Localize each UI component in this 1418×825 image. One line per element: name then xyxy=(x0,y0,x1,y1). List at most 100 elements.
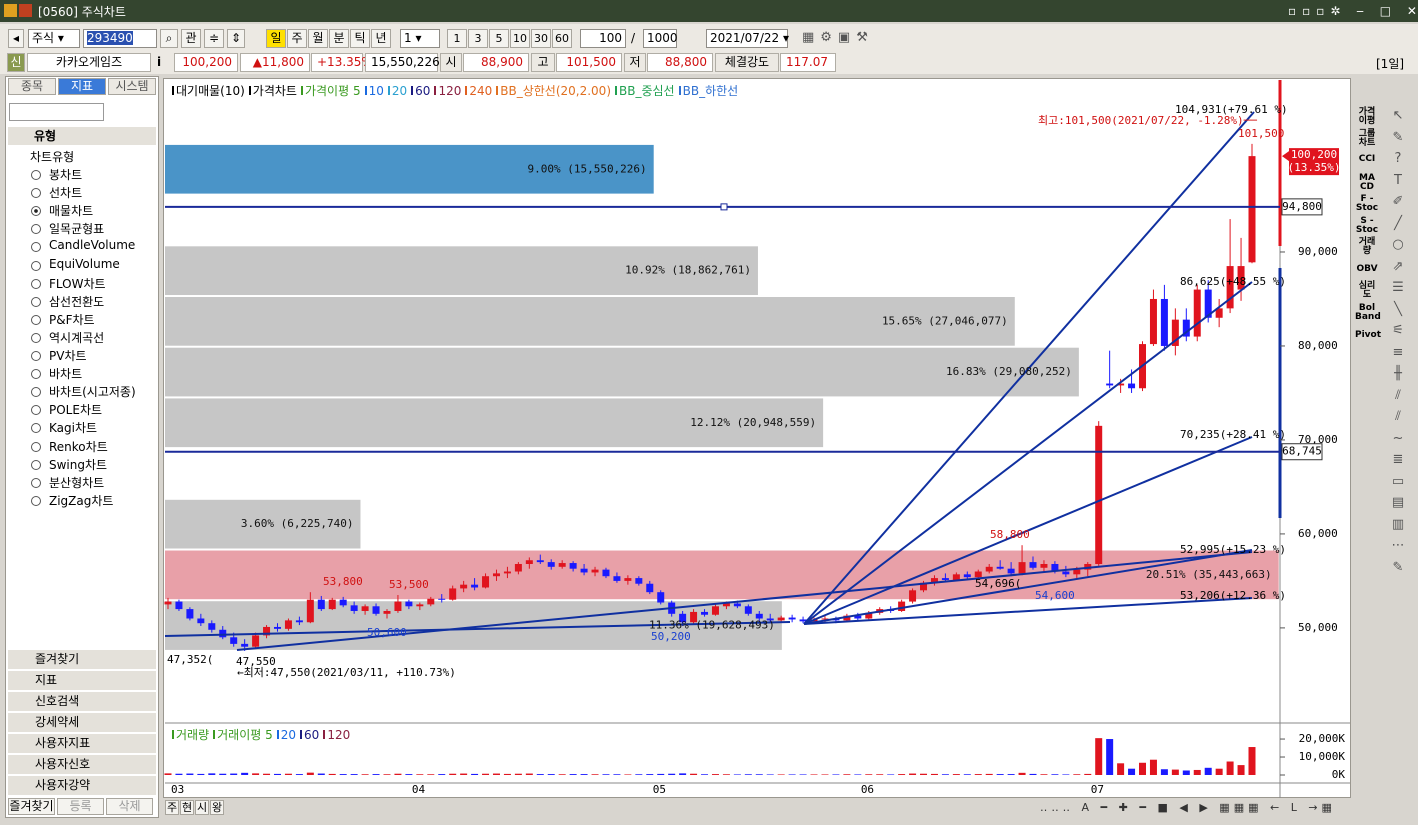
legend-item[interactable]: 10 xyxy=(364,84,384,98)
quick-unit-button[interactable]: 10 xyxy=(510,29,530,48)
period-button[interactable]: 분 xyxy=(329,29,349,48)
bottom-tab[interactable]: 삭제 xyxy=(106,798,153,815)
search-button[interactable]: ⌕ xyxy=(160,29,178,48)
section-header[interactable]: 유형 xyxy=(8,127,156,145)
indicator-button[interactable]: 그룹 차트 xyxy=(1358,129,1376,148)
radio[interactable] xyxy=(31,188,41,199)
radio[interactable] xyxy=(31,278,41,289)
indicator-button[interactable]: 심리 도 xyxy=(1358,281,1376,300)
bottom-tab[interactable]: 즐겨찾기 xyxy=(8,798,55,815)
chart-type-item[interactable]: PV차트 xyxy=(49,349,87,363)
legend-item[interactable]: 대기매물(10) xyxy=(172,84,245,98)
radio[interactable] xyxy=(31,441,41,452)
chart-type-item[interactable]: Swing차트 xyxy=(49,457,108,472)
chart-type-item[interactable]: Renko차트 xyxy=(49,439,108,454)
quick-unit-button[interactable]: 5 xyxy=(489,29,509,48)
legend-item[interactable]: BB_하한선 xyxy=(678,84,738,98)
radio[interactable] xyxy=(31,459,41,470)
spin-button[interactable]: ⇕ xyxy=(227,29,245,48)
chart-type-item[interactable]: P&F차트 xyxy=(49,312,95,327)
radio[interactable] xyxy=(31,495,41,506)
indicator-button[interactable]: 거래 량 xyxy=(1358,237,1376,256)
legend-item[interactable]: 240 xyxy=(465,84,492,98)
radio[interactable] xyxy=(31,206,41,217)
radio[interactable] xyxy=(31,369,41,380)
legend-item[interactable]: 120 xyxy=(434,84,461,98)
interest-button[interactable]: 관 xyxy=(181,29,201,48)
indicator-button[interactable]: 가격 이평 xyxy=(1358,107,1376,126)
quick-unit-button[interactable]: 30 xyxy=(531,29,551,48)
folder-item[interactable]: 즐겨찾기 xyxy=(8,650,156,669)
chart-type-item[interactable]: POLE차트 xyxy=(49,403,103,418)
panel-tab[interactable]: 종목 xyxy=(8,78,56,95)
period-button[interactable]: 주 xyxy=(287,29,307,48)
legend-item[interactable]: 20 xyxy=(387,84,407,98)
chart-type-item[interactable]: Kagi차트 xyxy=(49,421,98,436)
prev-button[interactable]: ◂ xyxy=(8,29,24,48)
legend-item[interactable]: 거래이평 5 xyxy=(213,728,273,742)
quick-unit-button[interactable]: 3 xyxy=(468,29,488,48)
zoom-controls[interactable]: ‥‥‥ A ━ ✚ ━ ■ ◀ ▶ ▦▦▦ ← L →▦ xyxy=(1040,801,1336,814)
indicator-button[interactable]: F - Stoc xyxy=(1355,194,1379,213)
indicator-button[interactable]: Pivot xyxy=(1355,330,1382,340)
legend-item[interactable]: 가격차트 xyxy=(248,84,297,98)
radio[interactable] xyxy=(31,387,41,398)
chart-type-item[interactable]: 바차트 xyxy=(49,367,83,382)
chart-type-item[interactable]: CandleVolume xyxy=(49,238,136,253)
chart-type-item[interactable]: 선차트 xyxy=(49,186,83,201)
panel-tab[interactable]: 지표 xyxy=(58,78,106,95)
chart-type-item[interactable]: 삼선전환도 xyxy=(49,294,105,309)
quick-unit-button[interactable]: 1 xyxy=(447,29,467,48)
count-input[interactable]: 100 xyxy=(580,29,626,48)
tree-group[interactable]: 차트유형 xyxy=(30,150,75,164)
radio[interactable] xyxy=(31,405,41,416)
market-select[interactable]: 주식 ▾ xyxy=(28,29,80,48)
folder-item[interactable]: 강세약세 xyxy=(8,713,156,732)
period-button[interactable]: 틱 xyxy=(350,29,370,48)
radio[interactable] xyxy=(31,242,41,253)
unit-select[interactable]: 1 ▾ xyxy=(400,29,440,48)
radio[interactable] xyxy=(31,314,41,325)
bottom-button[interactable]: 현 xyxy=(180,800,194,815)
search-input[interactable] xyxy=(9,103,104,121)
folder-item[interactable]: 사용자강약 xyxy=(8,776,156,795)
folder-item[interactable]: 지표 xyxy=(8,671,156,690)
chart-type-item[interactable]: 분산형차트 xyxy=(49,475,105,490)
legend-item[interactable]: BB_상한선(20,2.00) xyxy=(496,84,611,98)
legend-item[interactable]: BB_중심선 xyxy=(615,84,675,98)
help-icon[interactable] xyxy=(19,4,32,17)
period-button[interactable]: 년 xyxy=(371,29,391,48)
indicator-button[interactable]: S - Stoc xyxy=(1355,216,1379,235)
chart-type-item[interactable]: 일목균형표 xyxy=(49,222,105,237)
chart-type-item[interactable]: 봉차트 xyxy=(49,168,83,182)
window-controls[interactable]: ▫▫▫✲ ‒ □ ✕ xyxy=(1288,4,1418,18)
indicator-button[interactable]: MA CD xyxy=(1359,173,1375,192)
legend-item[interactable]: 60 xyxy=(411,84,430,98)
quick-unit-button[interactable]: 60 xyxy=(552,29,572,48)
bottom-button[interactable]: 주 xyxy=(165,800,179,815)
date-select[interactable]: 2021/07/22 ▾ xyxy=(706,29,789,48)
tool-icons[interactable]: ▦⚙▣⚒ xyxy=(802,30,874,45)
indicator-button[interactable]: CCI xyxy=(1358,154,1376,164)
legend-item[interactable]: 거래량 xyxy=(172,728,209,742)
chart-type-item[interactable]: 바차트(시고저종) xyxy=(49,385,136,400)
legend-item[interactable]: 120 xyxy=(323,728,350,742)
chart-type-item[interactable]: 역시계곡선 xyxy=(49,330,105,345)
radio[interactable] xyxy=(31,224,41,235)
legend-item[interactable]: 60 xyxy=(300,728,319,742)
bottom-button[interactable]: 왕 xyxy=(210,800,224,815)
chart-type-item[interactable]: EquiVolume xyxy=(49,256,120,271)
radio[interactable] xyxy=(31,296,41,307)
legend-item[interactable]: 가격이평 5 xyxy=(300,84,361,98)
indicator-button[interactable]: Bol Band xyxy=(1355,303,1381,322)
radio[interactable] xyxy=(31,477,41,488)
period-button[interactable]: 월 xyxy=(308,29,328,48)
chart-type-item[interactable]: 매물차트 xyxy=(49,204,94,219)
legend-item[interactable]: 20 xyxy=(276,728,296,742)
info-button[interactable]: i xyxy=(157,55,162,69)
folder-item[interactable]: 사용자신호 xyxy=(8,755,156,774)
bottom-button[interactable]: 시 xyxy=(195,800,209,815)
radio[interactable] xyxy=(31,351,41,361)
panel-tab[interactable]: 시스템 xyxy=(108,78,156,95)
folder-item[interactable]: 신호검색 xyxy=(8,692,156,711)
